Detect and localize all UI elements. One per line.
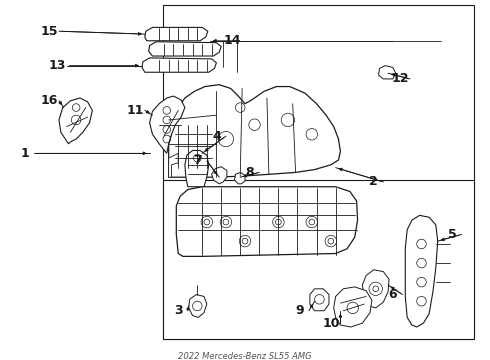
- Text: 10: 10: [322, 317, 340, 330]
- Text: 6: 6: [389, 288, 397, 301]
- Text: 15: 15: [41, 25, 58, 38]
- Text: 8: 8: [245, 166, 254, 179]
- Polygon shape: [149, 96, 185, 153]
- Text: 1: 1: [20, 147, 29, 160]
- Text: 3: 3: [174, 304, 183, 317]
- Polygon shape: [379, 66, 396, 79]
- Polygon shape: [142, 58, 217, 72]
- Bar: [163, 180, 474, 339]
- Polygon shape: [169, 85, 341, 177]
- Text: 5: 5: [448, 228, 456, 241]
- Polygon shape: [212, 167, 227, 184]
- Text: 11: 11: [126, 104, 144, 117]
- Text: 13: 13: [49, 59, 66, 72]
- Polygon shape: [145, 27, 208, 41]
- Text: 2022 Mercedes-Benz SL55 AMG: 2022 Mercedes-Benz SL55 AMG: [178, 352, 312, 360]
- Text: 9: 9: [295, 304, 304, 317]
- Text: 12: 12: [392, 72, 409, 85]
- Polygon shape: [176, 187, 358, 256]
- Polygon shape: [148, 42, 221, 56]
- Text: 4: 4: [212, 130, 221, 143]
- Polygon shape: [59, 98, 92, 144]
- Polygon shape: [334, 287, 372, 327]
- Polygon shape: [185, 150, 209, 187]
- Text: 2: 2: [369, 175, 378, 189]
- Polygon shape: [362, 270, 389, 308]
- Text: 7: 7: [193, 154, 202, 167]
- Polygon shape: [310, 289, 329, 311]
- Bar: [163, 5, 474, 339]
- Text: 16: 16: [41, 94, 58, 107]
- Polygon shape: [235, 172, 245, 184]
- Polygon shape: [405, 215, 438, 327]
- Polygon shape: [169, 153, 178, 177]
- Polygon shape: [189, 294, 207, 318]
- Text: 14: 14: [224, 34, 242, 47]
